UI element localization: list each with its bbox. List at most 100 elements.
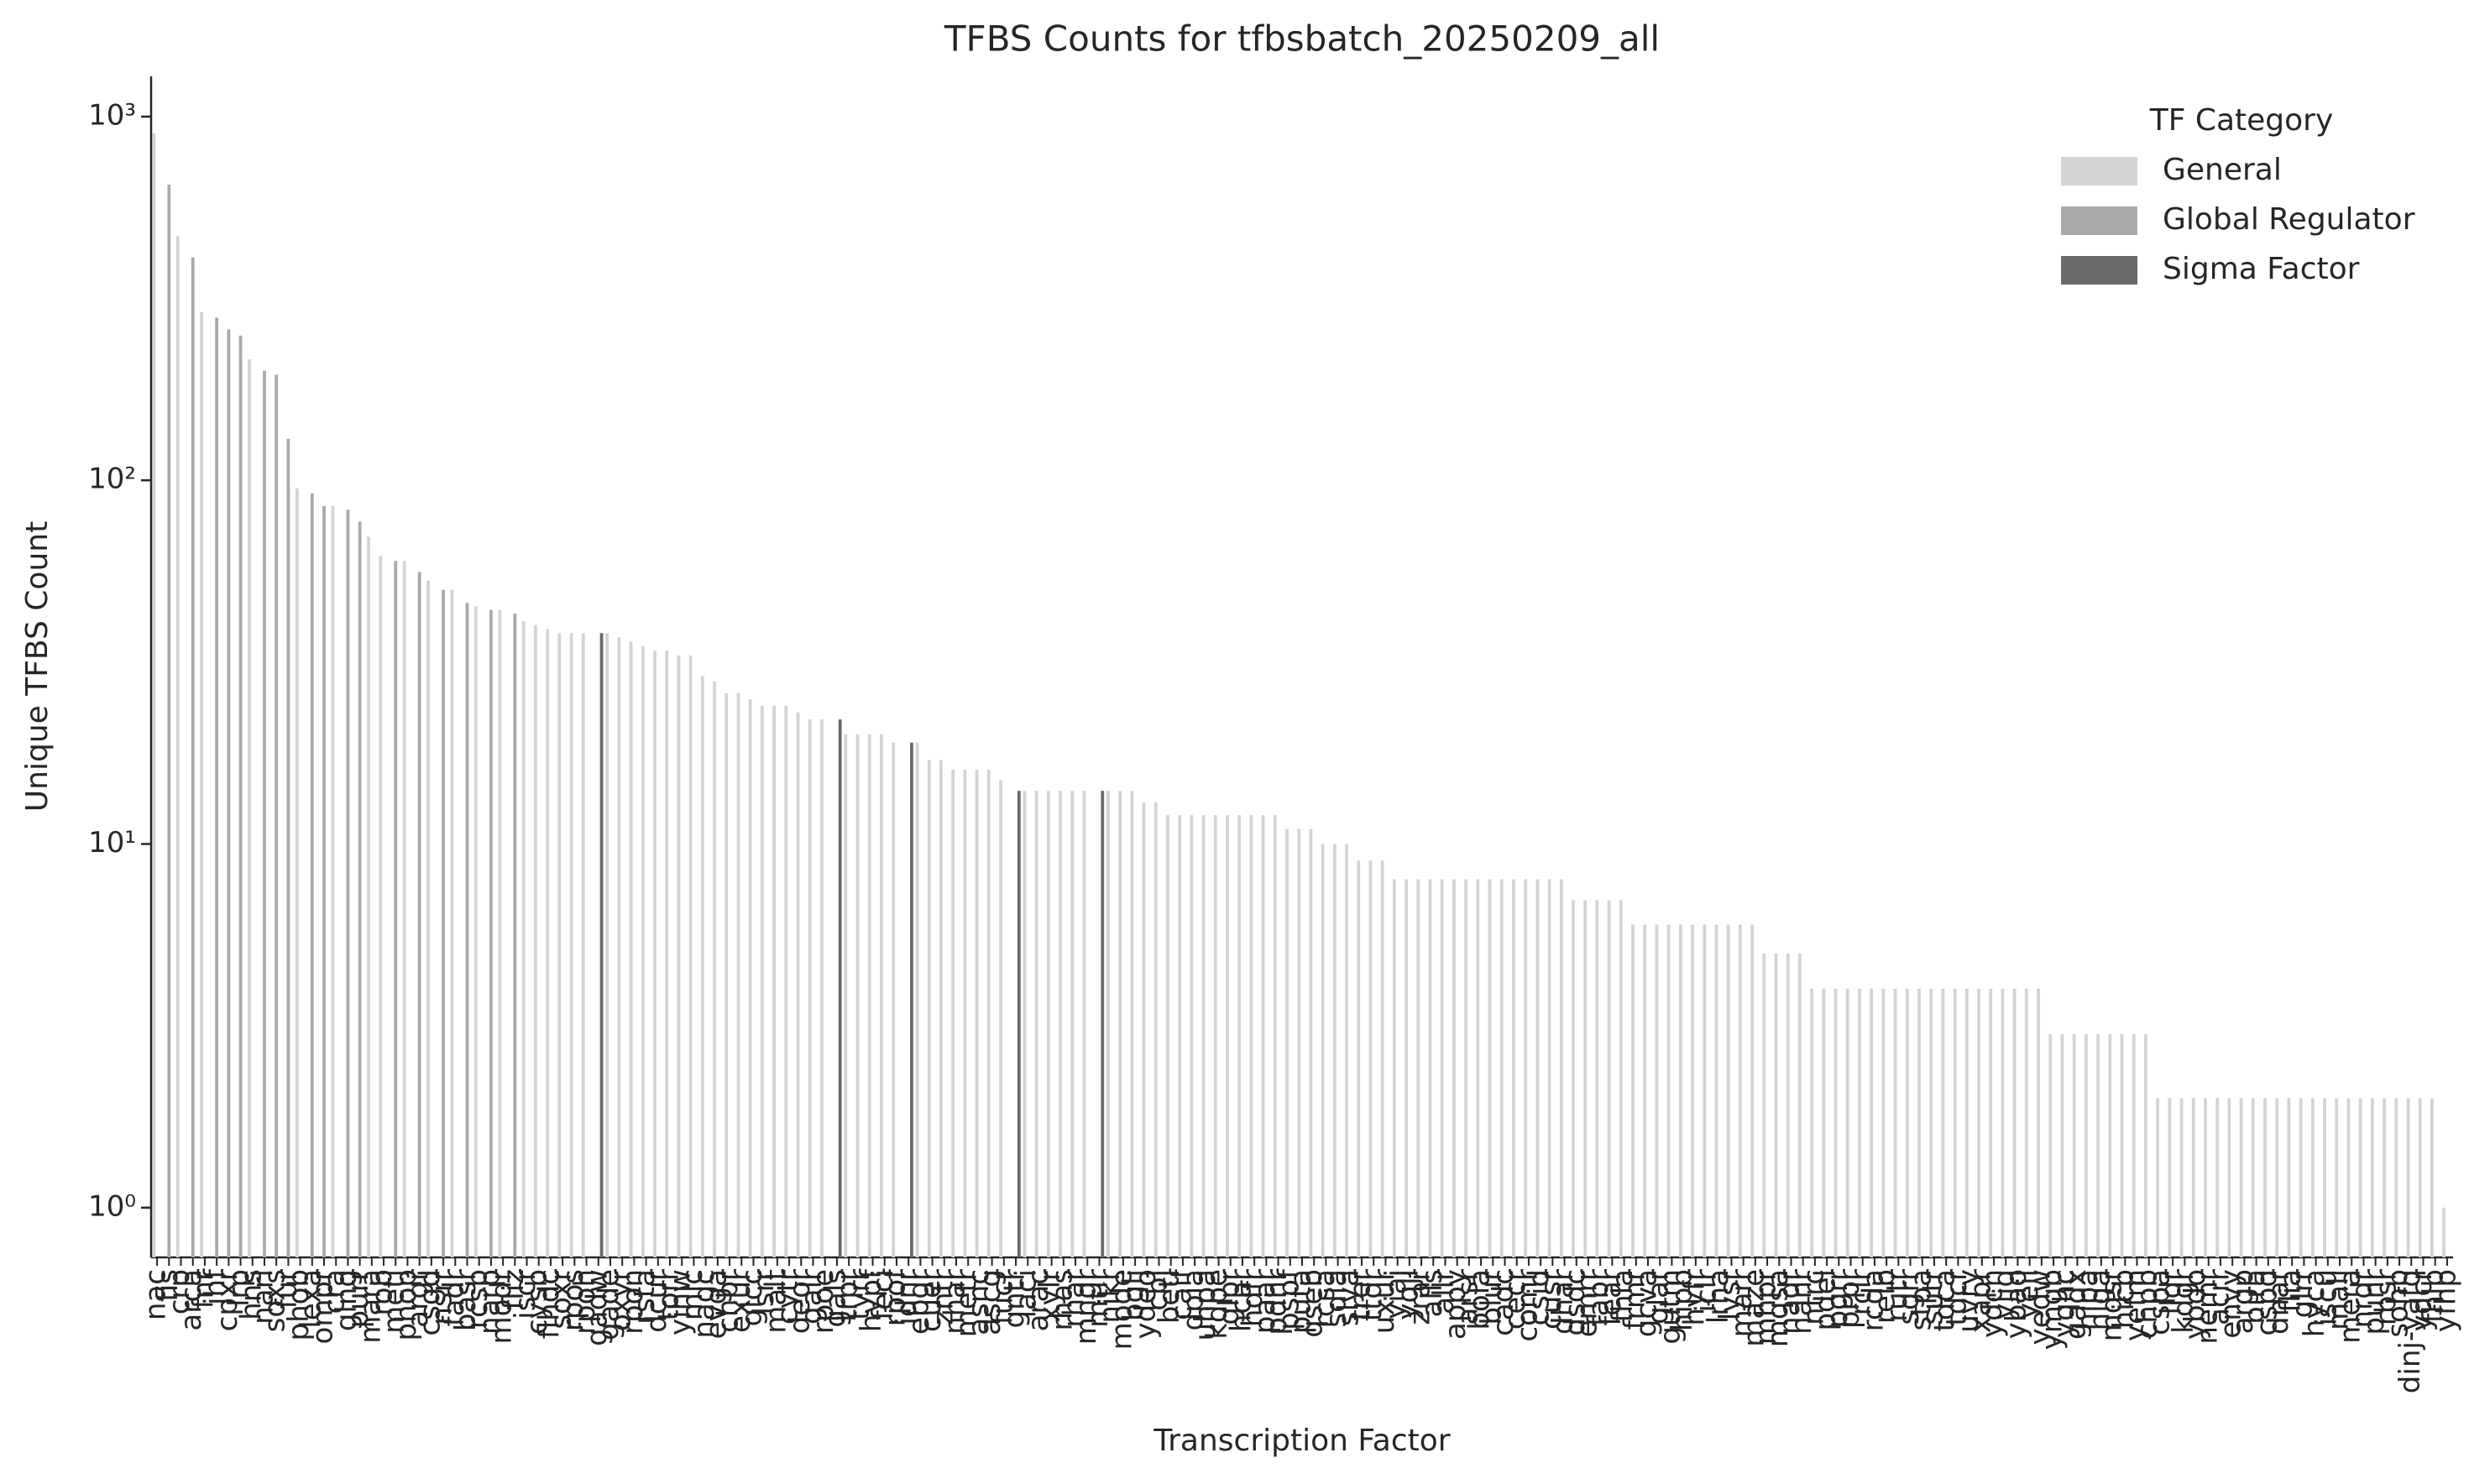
x-tick-label: uxur [1368,1269,1401,1334]
bar [248,359,251,1257]
x-tick-label: bira [2238,1269,2272,1325]
x-tick-label: gutm [1654,1269,1687,1345]
x-tick-label: envy [2215,1269,2248,1339]
x-tick-label: xylr [1033,1269,1067,1323]
bar [1917,988,1921,1257]
x-tick-label: prpr [1833,1269,1866,1329]
bar [796,712,800,1257]
x-tick-label: gals [819,1269,852,1328]
x-tick-label: ymgb [2036,1269,2069,1350]
bar [1345,844,1348,1257]
bar [442,589,445,1257]
x-tick-label: zntr [926,1269,960,1325]
x-tick-label: soxr [545,1269,578,1330]
bar [310,493,314,1257]
x-tick-label: paar [1248,1269,1282,1334]
x-tick-label: sutr [1916,1269,1949,1325]
x-tick-label: dcur [640,1269,673,1333]
bar [1977,988,1980,1257]
x-tick-label: iscr [509,1269,542,1319]
x-tick-label: fhla [1606,1269,1640,1323]
bar [426,580,430,1257]
x-tick-label: pgrr [1821,1269,1854,1329]
bar [1774,953,1778,1257]
bar [1023,791,1027,1257]
x-tick-label: pdel [1809,1269,1843,1331]
bar [1392,879,1396,1257]
bar [1380,860,1384,1257]
x-tick-label: narl [246,1269,280,1325]
x-tick-label: hypf [855,1268,888,1332]
x-tick-label: marr [1725,1269,1759,1337]
bar [2346,1098,2351,1257]
bar [736,692,740,1257]
x-tick-label: oxyr [604,1269,638,1331]
x-tick-label: rob [366,1269,400,1316]
bar [2239,1098,2243,1257]
x-tick-label: yfhp [2429,1269,2462,1332]
x-tick-label: beti [1153,1269,1186,1324]
bar [1046,791,1050,1257]
x-tick-label: sohb [2382,1269,2415,1338]
x-tick-label: ybdo [2179,1269,2212,1340]
x-tick-label: mara [353,1269,387,1344]
bar [2383,1098,2386,1257]
x-tick-label: xapr [1964,1269,1997,1334]
legend-swatch [2061,256,2137,285]
bar [784,705,788,1257]
x-tick-label: phop [390,1269,423,1341]
bar [2394,1098,2398,1257]
bar [238,335,243,1257]
x-tick-label: higa [2083,1269,2116,1330]
bar [1118,791,1122,1257]
x-tick-label: dnar [2262,1269,2295,1335]
bar [2108,1034,2112,1257]
y-tick-label: 10¹ [88,826,136,860]
x-tick-label: asnc [962,1269,996,1335]
bar [1249,815,1253,1257]
x-tick-label: mali [2322,1269,2356,1330]
bar [534,624,537,1257]
x-tick-label: punr [2357,1269,2391,1335]
bar [1440,879,1444,1257]
x-tick-label: mqsa [1761,1269,1795,1347]
bar [939,760,943,1257]
x-tick-label: fur [270,1269,304,1309]
bar [1082,791,1086,1257]
bar [951,770,955,1257]
bar [1678,924,1682,1257]
bar [1607,900,1611,1257]
bar [2215,1098,2220,1257]
bar [1166,815,1169,1257]
bar [1309,828,1313,1257]
bar [2001,988,2005,1257]
bar [867,734,871,1257]
x-tick-label: hipb [1666,1269,1699,1331]
x-tick-label: rclr [1844,1269,1878,1315]
x-tick-label: hdfr [1237,1269,1270,1327]
x-tick-label: laci [1010,1269,1044,1318]
x-tick-label: rpoe [807,1269,840,1334]
x-tick-label: ybao [2000,1269,2033,1339]
bar [999,780,1002,1257]
bar [892,742,896,1257]
x-tick-label: arac [1022,1269,1055,1331]
bar [975,770,979,1257]
x-tick-label: torr [652,1269,686,1321]
bar [263,370,266,1257]
x-tick-label: cusr [1535,1269,1568,1330]
bar [1858,988,1861,1257]
bar [1106,791,1110,1257]
bar [2191,1098,2195,1257]
bar [1572,900,1575,1257]
bar [402,561,406,1257]
bar [1738,924,1742,1257]
x-tick-label: nikr [1093,1269,1127,1324]
bar [2024,988,2028,1257]
bar [1237,815,1242,1257]
bar [1213,815,1217,1257]
bar [1142,802,1146,1257]
bar [1583,900,1588,1257]
x-tick-label: galr [795,1269,829,1325]
